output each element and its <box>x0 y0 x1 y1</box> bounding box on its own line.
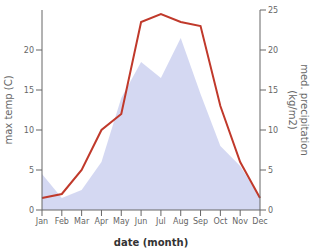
svg-text:Aug: Aug <box>173 217 189 226</box>
svg-text:Oct: Oct <box>213 217 227 226</box>
svg-text:10: 10 <box>24 126 34 135</box>
svg-text:Sep: Sep <box>193 217 208 226</box>
svg-text:May: May <box>113 217 130 226</box>
svg-text:5: 5 <box>29 166 34 175</box>
svg-text:0: 0 <box>268 206 273 215</box>
svg-text:20: 20 <box>268 46 278 55</box>
svg-text:Jun: Jun <box>134 217 148 226</box>
svg-text:Nov: Nov <box>232 217 248 226</box>
svg-text:date (month): date (month) <box>114 237 188 248</box>
svg-text:Jan: Jan <box>35 217 48 226</box>
svg-text:Feb: Feb <box>55 217 69 226</box>
svg-text:0: 0 <box>29 206 34 215</box>
svg-text:Jul: Jul <box>155 217 166 226</box>
svg-text:Mar: Mar <box>74 217 90 226</box>
svg-text:25: 25 <box>268 6 278 15</box>
svg-text:max temp (C): max temp (C) <box>8 75 14 144</box>
svg-text:15: 15 <box>24 86 34 95</box>
svg-text:med. precipitation(kg/m2): med. precipitation(kg/m2) <box>287 64 310 156</box>
svg-text:5: 5 <box>268 166 273 175</box>
svg-text:10: 10 <box>268 126 278 135</box>
svg-text:Dec: Dec <box>252 217 267 226</box>
svg-text:20: 20 <box>24 46 34 55</box>
svg-text:15: 15 <box>268 86 278 95</box>
svg-text:Apr: Apr <box>95 217 110 226</box>
